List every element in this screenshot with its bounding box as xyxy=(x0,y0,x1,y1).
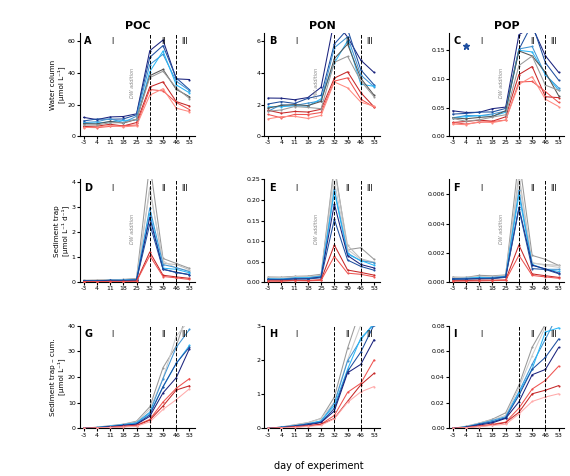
Text: III: III xyxy=(181,330,188,338)
Text: I: I xyxy=(480,330,482,338)
Text: H: H xyxy=(269,328,277,338)
Text: DW addition: DW addition xyxy=(314,214,319,244)
Text: DW addition: DW addition xyxy=(129,214,135,244)
Text: I: I xyxy=(295,38,298,47)
Text: I: I xyxy=(111,184,113,192)
Text: II: II xyxy=(345,330,350,338)
Text: II: II xyxy=(161,330,165,338)
Text: B: B xyxy=(269,36,276,46)
Text: I: I xyxy=(111,330,113,338)
Text: II: II xyxy=(161,38,165,47)
Text: III: III xyxy=(551,38,557,47)
Text: II: II xyxy=(530,330,535,338)
Y-axis label: Sediment trap – cum.
[μmol L⁻¹]: Sediment trap – cum. [μmol L⁻¹] xyxy=(50,338,65,416)
Title: PON: PON xyxy=(309,21,335,31)
Text: II: II xyxy=(345,38,350,47)
Y-axis label: Sediment trap
[μmol L⁻¹ d⁻¹]: Sediment trap [μmol L⁻¹ d⁻¹] xyxy=(54,205,69,257)
Text: DW addition: DW addition xyxy=(314,68,319,98)
Text: day of experiment: day of experiment xyxy=(274,461,364,471)
Text: G: G xyxy=(84,328,92,338)
Y-axis label: Water column
[μmol L⁻¹]: Water column [μmol L⁻¹] xyxy=(50,60,65,110)
Text: III: III xyxy=(366,38,373,47)
Text: I: I xyxy=(111,38,113,47)
Text: F: F xyxy=(454,182,460,192)
Text: I: I xyxy=(295,184,298,192)
Text: A: A xyxy=(84,36,92,46)
Text: DW addition: DW addition xyxy=(499,68,504,98)
Text: C: C xyxy=(454,36,461,46)
Text: III: III xyxy=(366,184,373,192)
Text: III: III xyxy=(551,184,557,192)
Text: II: II xyxy=(530,38,535,47)
Text: III: III xyxy=(551,330,557,338)
Text: II: II xyxy=(345,184,350,192)
Text: II: II xyxy=(530,184,535,192)
Text: III: III xyxy=(181,38,188,47)
Text: E: E xyxy=(269,182,276,192)
Title: POC: POC xyxy=(125,21,150,31)
Text: D: D xyxy=(84,182,92,192)
Text: III: III xyxy=(366,330,373,338)
Text: I: I xyxy=(454,328,457,338)
Text: II: II xyxy=(161,184,165,192)
Text: III: III xyxy=(181,184,188,192)
Text: DW addition: DW addition xyxy=(499,214,504,244)
Title: POP: POP xyxy=(494,21,519,31)
Text: DW addition: DW addition xyxy=(129,68,135,98)
Text: I: I xyxy=(295,330,298,338)
Text: I: I xyxy=(480,38,482,47)
Text: I: I xyxy=(480,184,482,192)
